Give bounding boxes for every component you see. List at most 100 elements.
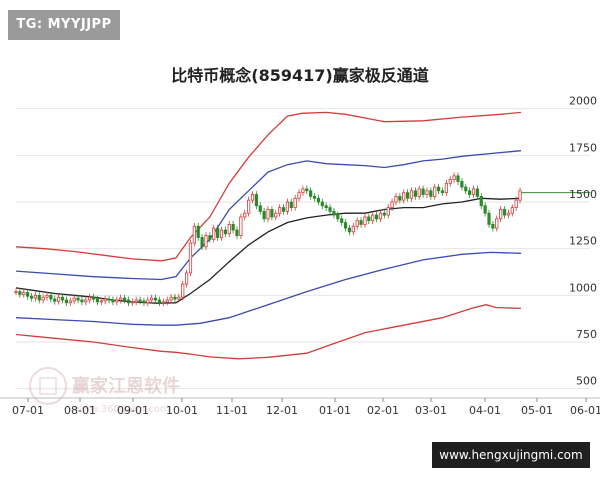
- candle-body: [239, 216, 243, 237]
- candle-body: [188, 242, 193, 274]
- candle-body: [301, 188, 305, 194]
- candle-body: [309, 190, 313, 197]
- candle-body: [231, 223, 235, 231]
- series-line-middle: [15, 197, 522, 304]
- candle-body: [444, 182, 448, 194]
- y-tick-label: 2000: [569, 95, 597, 108]
- candle-body: [471, 188, 476, 195]
- candle-body: [84, 299, 88, 303]
- candle-body: [413, 190, 417, 197]
- candle-body: [142, 300, 146, 304]
- candle-body: [103, 298, 107, 302]
- candle-body: [223, 229, 227, 235]
- y-tick-label: 1500: [569, 188, 597, 201]
- candle-body: [60, 296, 65, 301]
- candle-body: [247, 199, 251, 214]
- candle-body: [518, 190, 522, 201]
- candle-body: [382, 212, 386, 216]
- candle-body: [502, 209, 507, 216]
- candle-body: [227, 223, 231, 235]
- candle-body: [390, 201, 394, 208]
- candle-body: [320, 201, 324, 207]
- candle-body: [45, 294, 49, 298]
- candle-body: [26, 292, 30, 297]
- candle-body: [91, 296, 96, 300]
- footer-site-label: www.hengxujingmi.com: [432, 442, 590, 468]
- candle-body: [437, 186, 441, 192]
- candle-body: [351, 225, 355, 233]
- x-tick-label: 05-01: [521, 404, 553, 417]
- candle-body: [475, 188, 479, 197]
- candle-body: [405, 192, 410, 199]
- candle-body: [371, 214, 375, 222]
- candle-body: [305, 188, 309, 192]
- candle-body: [153, 297, 158, 301]
- candle-body: [177, 296, 181, 300]
- series-layer: [15, 111, 590, 360]
- candle-body: [88, 296, 92, 301]
- candle-body: [479, 195, 483, 207]
- candle-body: [464, 186, 468, 192]
- x-tick-label: 06-01: [570, 404, 600, 417]
- watermark-brand: 赢家江恩软件: [72, 375, 180, 397]
- tg-watermark-badge: TG: MYYJJPP: [8, 10, 120, 40]
- x-tick-label: 09-01: [117, 404, 149, 417]
- candle-body: [99, 300, 103, 303]
- candle-body: [18, 291, 22, 295]
- candle-body: [409, 190, 414, 199]
- x-tick-label: 03-01: [415, 404, 447, 417]
- candle-body: [316, 197, 321, 203]
- candle-body: [95, 298, 100, 303]
- candle-body: [150, 297, 154, 301]
- candle-body: [281, 207, 286, 212]
- candle-body: [374, 214, 379, 220]
- candle-body: [324, 205, 328, 209]
- candle-body: [169, 296, 173, 301]
- candle-body: [285, 201, 290, 212]
- candle-body: [243, 212, 247, 218]
- candle-layer: [14, 172, 522, 307]
- candle-body: [196, 225, 200, 238]
- candle-body: [452, 175, 456, 181]
- candle-body: [514, 199, 518, 208]
- x-tick-label: 01-01: [319, 404, 351, 417]
- candle-body: [510, 207, 514, 214]
- chart-title: 比特币概念(859417)赢家极反通道: [171, 66, 429, 85]
- y-tick-label: 1750: [569, 141, 597, 154]
- candle-body: [29, 295, 34, 299]
- candle-body: [258, 205, 262, 212]
- candle-body: [173, 296, 177, 300]
- candle-body: [126, 299, 131, 304]
- candle-body: [367, 216, 371, 222]
- candle-body: [130, 301, 134, 304]
- candle-body: [184, 272, 189, 285]
- x-tick-label: 12-01: [266, 404, 298, 417]
- candle-body: [122, 297, 127, 301]
- candle-body: [57, 296, 61, 302]
- candle-body: [312, 195, 317, 199]
- candle-body: [157, 299, 162, 304]
- candle-body: [181, 283, 185, 298]
- candle-body: [212, 227, 216, 240]
- candle-body: [216, 227, 220, 238]
- candle-body: [456, 175, 460, 182]
- candle-body: [219, 229, 224, 238]
- series-line-upper-inner: [15, 150, 522, 281]
- series-line-upper-outer: [15, 111, 522, 262]
- candle-body: [250, 194, 255, 201]
- candle-body: [293, 197, 297, 208]
- candle-body: [33, 294, 37, 299]
- candle-body: [506, 212, 510, 216]
- candle-body: [22, 292, 26, 295]
- candle-body: [134, 299, 138, 303]
- candle-body: [417, 188, 421, 197]
- candle-body: [340, 218, 344, 223]
- candle-body: [49, 294, 53, 300]
- candle-body: [491, 223, 495, 229]
- candle-body: [41, 296, 45, 301]
- candle-body: [119, 297, 123, 301]
- candle-body: [347, 227, 352, 233]
- y-tick-label: 750: [576, 328, 597, 341]
